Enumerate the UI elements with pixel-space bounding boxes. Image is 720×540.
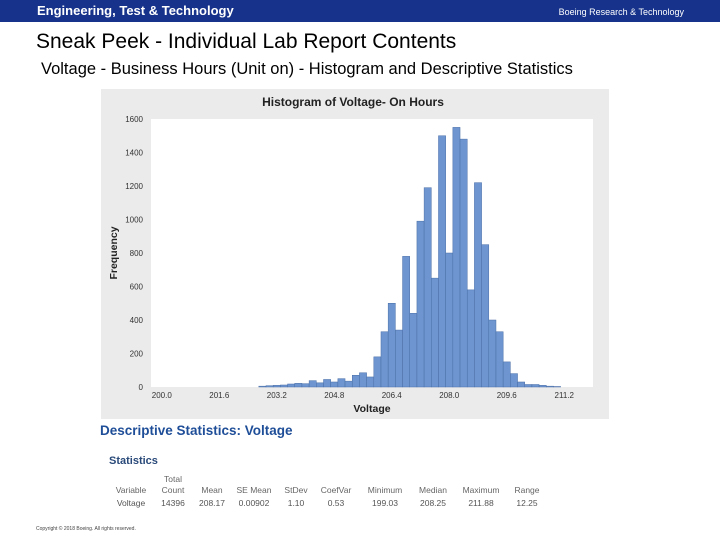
histogram-bar <box>510 373 518 388</box>
histogram-bar <box>351 375 360 388</box>
chart-title: Histogram of Voltage- On Hours <box>262 95 444 109</box>
histogram-bar <box>280 384 288 388</box>
histogram-bar <box>387 303 396 388</box>
stat-header: Median <box>419 485 447 495</box>
x-tick-label: 201.6 <box>209 391 230 400</box>
stat-value: 208.17 <box>199 498 225 508</box>
histogram-bar <box>272 385 281 388</box>
histogram-bar <box>502 361 511 388</box>
stat-header: SE Mean <box>236 485 272 495</box>
copyright-text: Copyright © 2018 Boeing. All rights rese… <box>36 526 136 532</box>
histogram-bar <box>524 384 533 388</box>
stat-value: 208.25 <box>420 498 446 508</box>
histogram-bar <box>265 385 274 388</box>
stat-header: Variable <box>115 485 147 495</box>
histogram-bar <box>423 187 432 388</box>
stat-value: 211.88 <box>468 498 494 508</box>
stat-value: 1.10 <box>287 498 305 508</box>
plot-area <box>151 119 593 387</box>
histogram-bar <box>380 331 389 388</box>
x-tick-label: 204.8 <box>324 391 345 400</box>
x-tick-label: 206.4 <box>382 391 403 400</box>
histogram-bar <box>553 386 561 388</box>
histogram-bar <box>373 356 382 388</box>
stat-header: Count <box>161 485 185 495</box>
histogram-bar <box>344 380 353 388</box>
y-tick-label: 1200 <box>125 182 143 191</box>
x-tick-label: 209.6 <box>497 391 518 400</box>
histogram-bar <box>546 385 554 388</box>
x-tick-label: 203.2 <box>267 391 288 400</box>
histogram-bar <box>517 381 525 388</box>
y-tick-label: 800 <box>130 249 144 258</box>
stat-header: StDev <box>284 485 308 495</box>
histogram-bar <box>359 372 367 388</box>
stat-value: 14396 <box>161 498 185 508</box>
histogram-bar <box>402 256 410 388</box>
stat-header: Total <box>164 474 182 484</box>
histogram-bar <box>316 382 324 388</box>
histogram-bar <box>481 244 490 388</box>
histogram-svg: Histogram of Voltage- On Hours 200.0 201.… <box>108 95 593 415</box>
histogram-bar <box>301 383 310 388</box>
histogram-bar <box>395 329 403 388</box>
stat-value: Voltage <box>116 498 146 508</box>
stat-header: Minimum <box>367 485 403 495</box>
x-tick-label: 208.0 <box>439 391 460 400</box>
y-tick-label: 600 <box>130 283 144 292</box>
x-tick-label: 200.0 <box>152 391 173 400</box>
histogram-bar <box>438 135 446 388</box>
y-tick-label: 0 <box>139 383 144 392</box>
histogram-bar <box>459 138 468 388</box>
y-tick-label: 1400 <box>125 149 143 158</box>
histogram-bar <box>366 376 375 388</box>
histogram-bar <box>466 289 475 388</box>
histogram-bar <box>409 313 418 388</box>
y-tick-label: 400 <box>130 316 144 325</box>
histogram-bar <box>474 182 482 388</box>
stat-header: CoefVar <box>320 485 352 495</box>
stat-header: Mean <box>201 485 223 495</box>
stat-header: Maximum <box>462 485 500 495</box>
stat-value: 199.03 <box>372 498 398 508</box>
histogram-bar <box>330 381 339 388</box>
histogram-bar <box>452 127 461 388</box>
slide-subtitle: Voltage - Business Hours (Unit on) - His… <box>41 60 573 78</box>
y-tick-label: 1000 <box>125 216 143 225</box>
y-axis-label: Frequency <box>108 226 120 279</box>
slide-title: Sneak Peek - Individual Lab Report Conte… <box>36 30 457 53</box>
stat-value: 0.00902 <box>238 498 270 508</box>
stat-value: 0.53 <box>327 498 345 508</box>
histogram-bar <box>495 331 504 388</box>
stat-header: Range <box>514 485 540 495</box>
histogram-bar <box>287 383 295 388</box>
histogram-bar <box>531 384 540 388</box>
histogram-bar <box>294 383 303 388</box>
y-tick-label: 1600 <box>125 115 143 124</box>
brand-name: Engineering, Test & Technology <box>37 3 234 18</box>
histogram-bar <box>308 380 317 388</box>
histogram-bar <box>337 378 346 388</box>
y-tick-label: 200 <box>130 350 144 359</box>
x-tick-label: 211.2 <box>555 391 575 400</box>
histogram-bar <box>323 379 331 388</box>
header-bar: Engineering, Test & Technology Boeing Re… <box>0 0 720 22</box>
histogram-bar <box>431 277 439 388</box>
histogram-bar <box>258 385 267 388</box>
histogram-bar <box>488 319 497 388</box>
histogram-bar <box>416 220 425 388</box>
x-axis-label: Voltage <box>353 403 390 415</box>
histogram-bar <box>538 385 547 388</box>
histogram-chart: Histogram of Voltage- On Hours 200.0 201.… <box>101 89 609 419</box>
org-name: Boeing Research & Technology <box>558 7 684 17</box>
descriptive-stats-title: Descriptive Statistics: Voltage <box>100 423 293 438</box>
histogram-bar <box>445 252 454 388</box>
stat-value: 12.25 <box>516 498 538 508</box>
statistics-table-title: Statistics <box>109 455 158 467</box>
